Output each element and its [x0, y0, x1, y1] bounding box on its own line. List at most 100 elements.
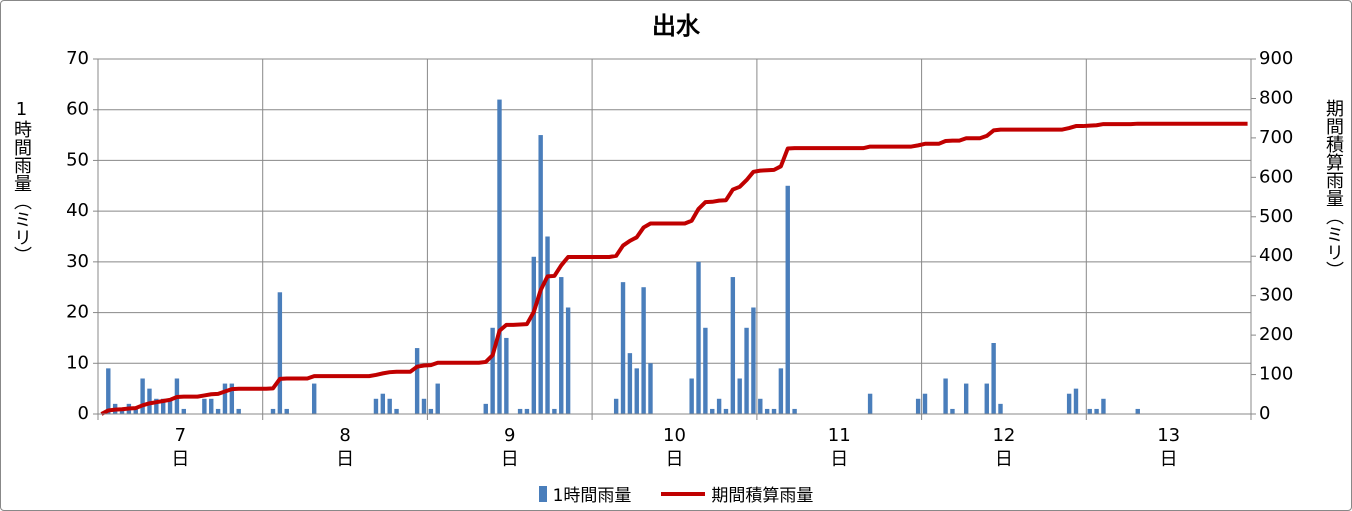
- y2-axis-title: 期間積算雨量（ミリ）: [1323, 99, 1344, 279]
- bar: [414, 348, 420, 414]
- bar: [758, 398, 763, 414]
- y2-tick-label: 200: [1259, 324, 1293, 345]
- y-tick-label: 10: [66, 352, 89, 373]
- y-tick-label: 60: [66, 99, 89, 120]
- bar: [764, 408, 770, 414]
- bar: [778, 368, 784, 414]
- bar: [284, 408, 289, 414]
- y2-tick-label: 600: [1259, 166, 1293, 187]
- bar: [202, 398, 207, 414]
- bar: [106, 368, 111, 414]
- bar: [1101, 398, 1106, 414]
- bar: [497, 99, 502, 415]
- y-tick-label: 0: [78, 403, 89, 424]
- bar: [613, 398, 619, 414]
- bar: [737, 378, 742, 414]
- bar: [545, 236, 550, 414]
- y2-tick-label: 300: [1259, 285, 1293, 306]
- x-tick-label: 8 日: [336, 425, 355, 470]
- y-axis-title: 1時間雨量（ミリ）: [11, 99, 32, 264]
- bar: [792, 408, 797, 414]
- bar: [785, 185, 790, 414]
- y2-tick-label: 900: [1259, 48, 1293, 69]
- bar: [373, 398, 379, 414]
- bar: [394, 408, 399, 414]
- bar: [703, 327, 708, 414]
- y2-tick-label: 500: [1259, 206, 1293, 227]
- bar: [1135, 408, 1140, 414]
- bar: [552, 408, 557, 414]
- bar: [943, 378, 948, 414]
- bar: [867, 393, 873, 414]
- legend-label: 1時間雨量: [552, 486, 632, 506]
- x-tick-label: 13 日: [1157, 425, 1181, 470]
- y2-tick-label: 100: [1259, 364, 1293, 385]
- bar: [483, 403, 488, 414]
- bar: [723, 408, 729, 414]
- bar: [490, 327, 495, 414]
- bar: [963, 383, 969, 414]
- y2-tick-label: 800: [1259, 87, 1293, 108]
- y2-tick-label: 700: [1259, 127, 1293, 148]
- bar: [215, 408, 221, 414]
- bar: [922, 393, 928, 414]
- bar: [524, 408, 530, 414]
- bar: [538, 135, 543, 415]
- bar: [696, 261, 701, 414]
- bar: [771, 408, 777, 414]
- x-tick-label: 9 日: [500, 425, 519, 470]
- bar: [531, 256, 537, 414]
- axes: [97, 59, 1252, 415]
- bar: [641, 287, 646, 414]
- bar: [236, 408, 241, 414]
- y-tick-label: 50: [66, 149, 89, 170]
- line: [100, 121, 1248, 416]
- x-tick-label: 10 日: [663, 425, 686, 470]
- bar: [140, 378, 145, 414]
- bar: [1094, 408, 1099, 414]
- x-tick-label: 11 日: [827, 425, 851, 470]
- bar: [620, 282, 626, 414]
- bar: [428, 408, 434, 414]
- bar: [627, 353, 633, 414]
- y-tick-label: 70: [66, 48, 89, 69]
- bar: [311, 383, 317, 414]
- bar: [1073, 388, 1079, 414]
- bar: [229, 383, 235, 414]
- bar: [387, 398, 392, 414]
- bar: [380, 393, 386, 414]
- bar: [998, 403, 1003, 414]
- bar: [710, 408, 715, 414]
- y-tick-label: 20: [66, 302, 89, 323]
- bar: [167, 398, 173, 414]
- y2-tick-label: 0: [1259, 403, 1270, 424]
- bar: [209, 398, 214, 414]
- y2-tick-label: 400: [1259, 245, 1293, 266]
- bar: [689, 378, 694, 414]
- bar: [950, 408, 955, 414]
- legend: 1時間雨量 期間積算雨量: [1, 481, 1351, 506]
- chart-title: 出水: [652, 12, 701, 40]
- bar: [559, 277, 564, 414]
- bar: [730, 277, 736, 414]
- bar: [119, 408, 125, 414]
- legend-label: 期間積算雨量: [711, 486, 814, 506]
- bar: [751, 307, 756, 414]
- x-tick-label: 12 日: [992, 425, 1016, 470]
- bar: [160, 398, 166, 414]
- bar: [565, 307, 571, 414]
- y-tick-label: 40: [66, 200, 89, 221]
- bar: [154, 398, 159, 414]
- bar: [133, 408, 138, 414]
- bar: [648, 363, 653, 414]
- legend-item: 1時間雨量: [538, 481, 632, 506]
- bar: [1066, 393, 1072, 414]
- bar: [504, 337, 509, 414]
- bar: [984, 383, 989, 414]
- bar: [716, 398, 722, 414]
- legend-swatch: [661, 491, 706, 496]
- bar: [915, 398, 921, 414]
- bar: [1087, 408, 1092, 414]
